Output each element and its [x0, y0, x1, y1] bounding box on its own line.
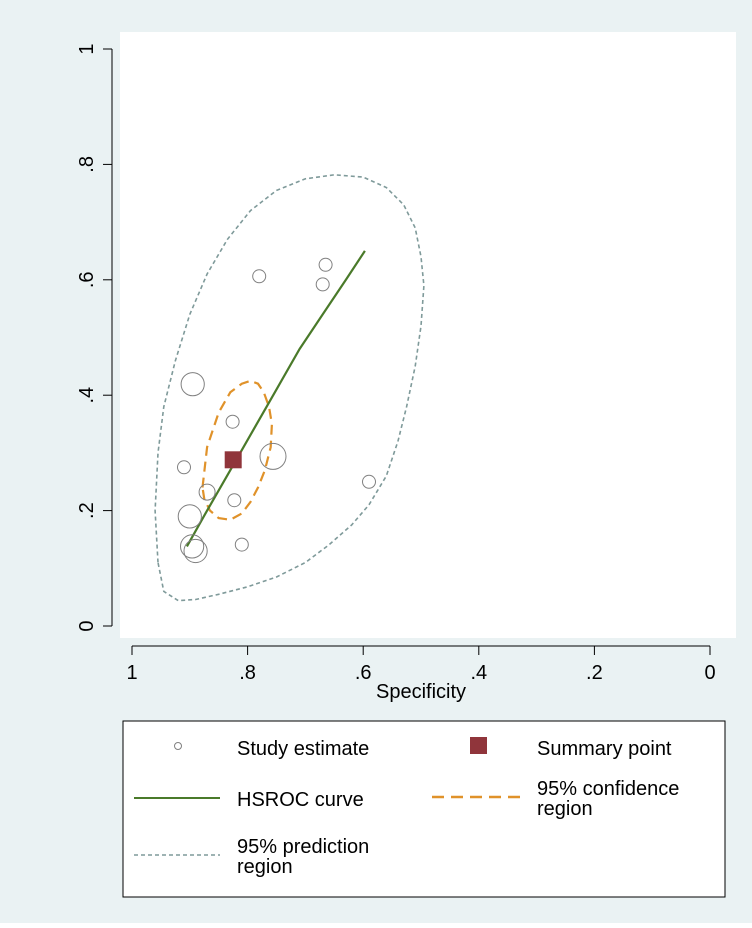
- legend-summary-symbol: [470, 737, 487, 754]
- summary-point: [224, 451, 242, 469]
- x-tick-label: 0: [704, 662, 715, 684]
- y-tick-label: .6: [76, 271, 98, 288]
- summary-point-marker: [224, 451, 242, 469]
- y-tick-label: .4: [76, 387, 98, 404]
- y-axis-ticks: 0 .2 .4 .6 .8 1: [76, 43, 112, 632]
- plot-area: [120, 32, 736, 638]
- confidence-region-path: [201, 379, 274, 521]
- study-point: [234, 537, 249, 552]
- x-tick-label: .4: [470, 662, 487, 684]
- legend-study-symbol: [174, 742, 182, 750]
- study-point: [180, 534, 205, 559]
- study-point: [180, 372, 205, 397]
- x-axis-ticks: 1 .8 .6 .4 .2 0: [126, 646, 716, 684]
- legend-confidence-label: 95% confidence region: [537, 778, 679, 820]
- legend-hsroc-label: HSROC curve: [237, 789, 364, 811]
- study-point: [177, 504, 202, 529]
- study-point: [183, 538, 208, 564]
- y-tick-label: .8: [76, 156, 98, 173]
- x-axis-label: Specificity: [376, 681, 466, 703]
- y-tick-label: .2: [76, 502, 98, 519]
- y-tick-label: 1: [76, 43, 98, 54]
- study-point: [225, 414, 240, 429]
- legend-summary-label: Summary point: [537, 738, 672, 760]
- study-point: [252, 269, 267, 284]
- study-point: [362, 474, 376, 489]
- x-tick-label: .2: [586, 662, 603, 684]
- study-point: [259, 442, 287, 470]
- hsroc-curve: [185, 250, 366, 547]
- study-estimates: [177, 257, 376, 564]
- prediction-region-path: [154, 173, 425, 602]
- study-point: [318, 257, 333, 272]
- prediction-region: [154, 173, 425, 602]
- legend: Study estimate Summary point HSROC curve…: [134, 737, 679, 878]
- x-tick-label: .8: [239, 662, 256, 684]
- study-point: [227, 493, 242, 508]
- study-point: [177, 460, 191, 475]
- y-tick-label: 0: [76, 620, 98, 631]
- study-point: [315, 277, 330, 292]
- legend-study-label: Study estimate: [237, 738, 369, 760]
- legend-box: [122, 720, 726, 898]
- hsroc-curve-line: [185, 250, 366, 547]
- legend-prediction-label: 95% prediction region: [237, 836, 369, 878]
- x-tick-label: .6: [355, 662, 372, 684]
- study-point: [198, 483, 216, 501]
- confidence-region: [201, 379, 274, 521]
- x-tick-label: 1: [126, 662, 137, 684]
